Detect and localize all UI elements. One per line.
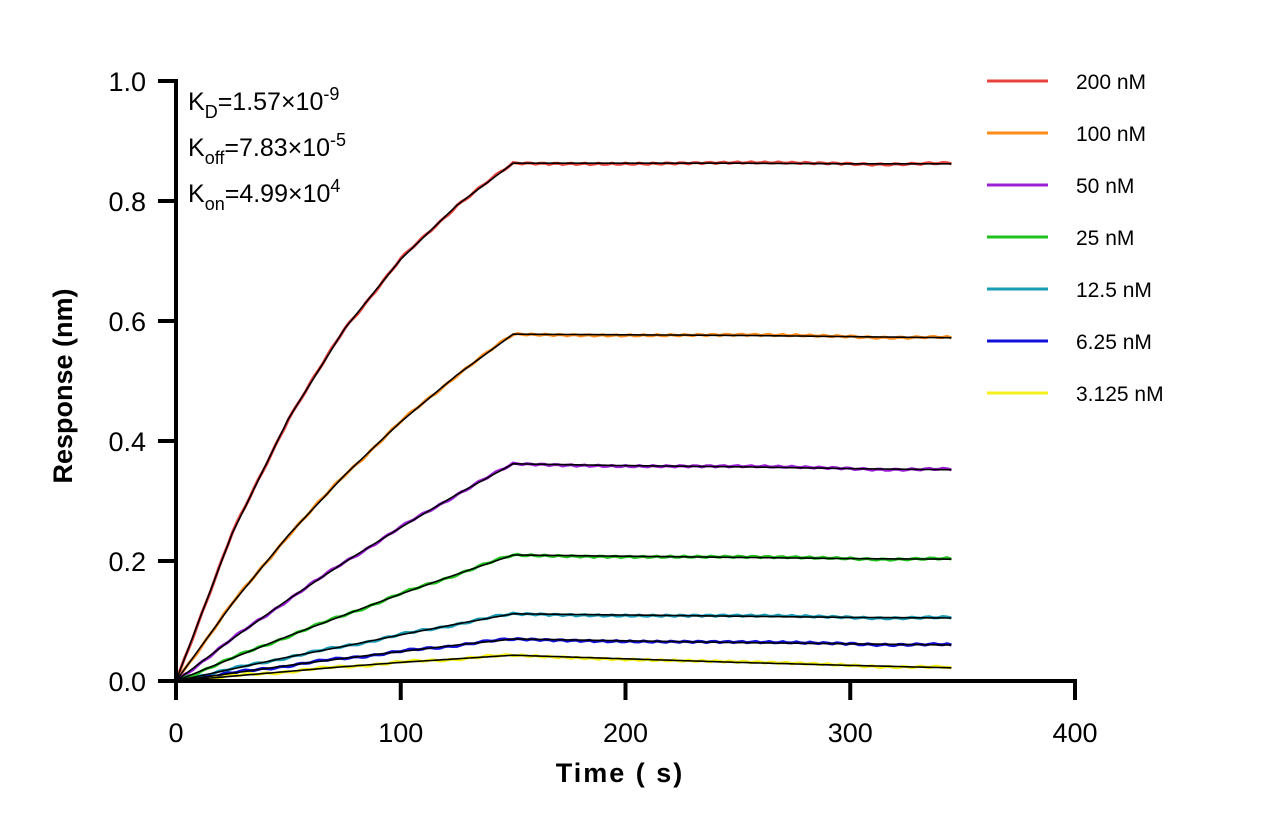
- constant-k: K: [188, 180, 205, 208]
- constant-sub: D: [205, 102, 218, 122]
- legend-label: 12.5 nM: [1076, 279, 1152, 302]
- fit-line-3_125nM: [175, 654, 952, 682]
- x-tick-label: 200: [603, 718, 648, 748]
- y-tick-label: 0.2: [108, 547, 146, 577]
- series-trace-50nM: [175, 461, 952, 683]
- series-trace-200nM: [174, 160, 952, 682]
- series-trace-3_125nM: [175, 653, 952, 683]
- kinetic-constant: Koff=7.83×10-5: [188, 130, 346, 168]
- constant-exp: 4: [330, 176, 340, 196]
- constant-sub: off: [205, 148, 226, 168]
- y-tick-label: 0.6: [108, 307, 146, 337]
- legend-label: 25 nM: [1076, 227, 1134, 250]
- plot-area: [174, 160, 952, 683]
- constant-sub: on: [205, 194, 225, 214]
- series-trace-100nM: [174, 331, 952, 682]
- legend: 200 nM 100 nM 50 nM 25 nM 12.5 nM 6.25 nM 3.12…: [987, 71, 1164, 406]
- legend-label: 100 nM: [1076, 123, 1146, 146]
- axis-ticks: 0 100 200 300 400 0.0 0.2 0.4 0.6 0.8 1.0: [108, 67, 1097, 748]
- x-axis-label: Time ( s): [556, 758, 685, 788]
- fit-line-25nM: [175, 554, 952, 682]
- series-trace-6_25nM: [175, 636, 952, 683]
- constant-exp: -5: [330, 130, 346, 150]
- x-tick-label: 100: [378, 718, 423, 748]
- fit-line-6_25nM: [175, 638, 952, 682]
- y-axis-label: Response (nm): [48, 288, 78, 483]
- constant-value: =1.57×10: [218, 88, 324, 116]
- constant-value: =4.99×10: [225, 180, 331, 208]
- x-tick-label: 400: [1052, 718, 1097, 748]
- x-tick-label: 0: [168, 718, 183, 748]
- y-tick-label: 0.8: [108, 187, 146, 217]
- fit-line-200nM: [175, 162, 952, 682]
- legend-label: 3.125 nM: [1076, 383, 1164, 406]
- fit-line-12_5nM: [175, 612, 952, 682]
- legend-label: 200 nM: [1076, 71, 1146, 94]
- constant-exp: -9: [323, 84, 339, 104]
- constant-k: K: [188, 88, 205, 116]
- legend-label: 6.25 nM: [1076, 331, 1152, 354]
- kinetic-constant: KD=1.57×10-9: [188, 84, 339, 122]
- constant-k: K: [188, 134, 205, 162]
- y-tick-label: 0.0: [108, 667, 146, 697]
- fit-line-100nM: [175, 333, 952, 682]
- y-tick-label: 1.0: [108, 67, 146, 97]
- kinetic-constant: Kon=4.99×104: [188, 176, 340, 214]
- fit-line-50nM: [175, 462, 952, 682]
- legend-label: 50 nM: [1076, 175, 1134, 198]
- constant-value: =7.83×10: [224, 134, 330, 162]
- y-tick-label: 0.4: [108, 427, 146, 457]
- x-tick-label: 300: [828, 718, 873, 748]
